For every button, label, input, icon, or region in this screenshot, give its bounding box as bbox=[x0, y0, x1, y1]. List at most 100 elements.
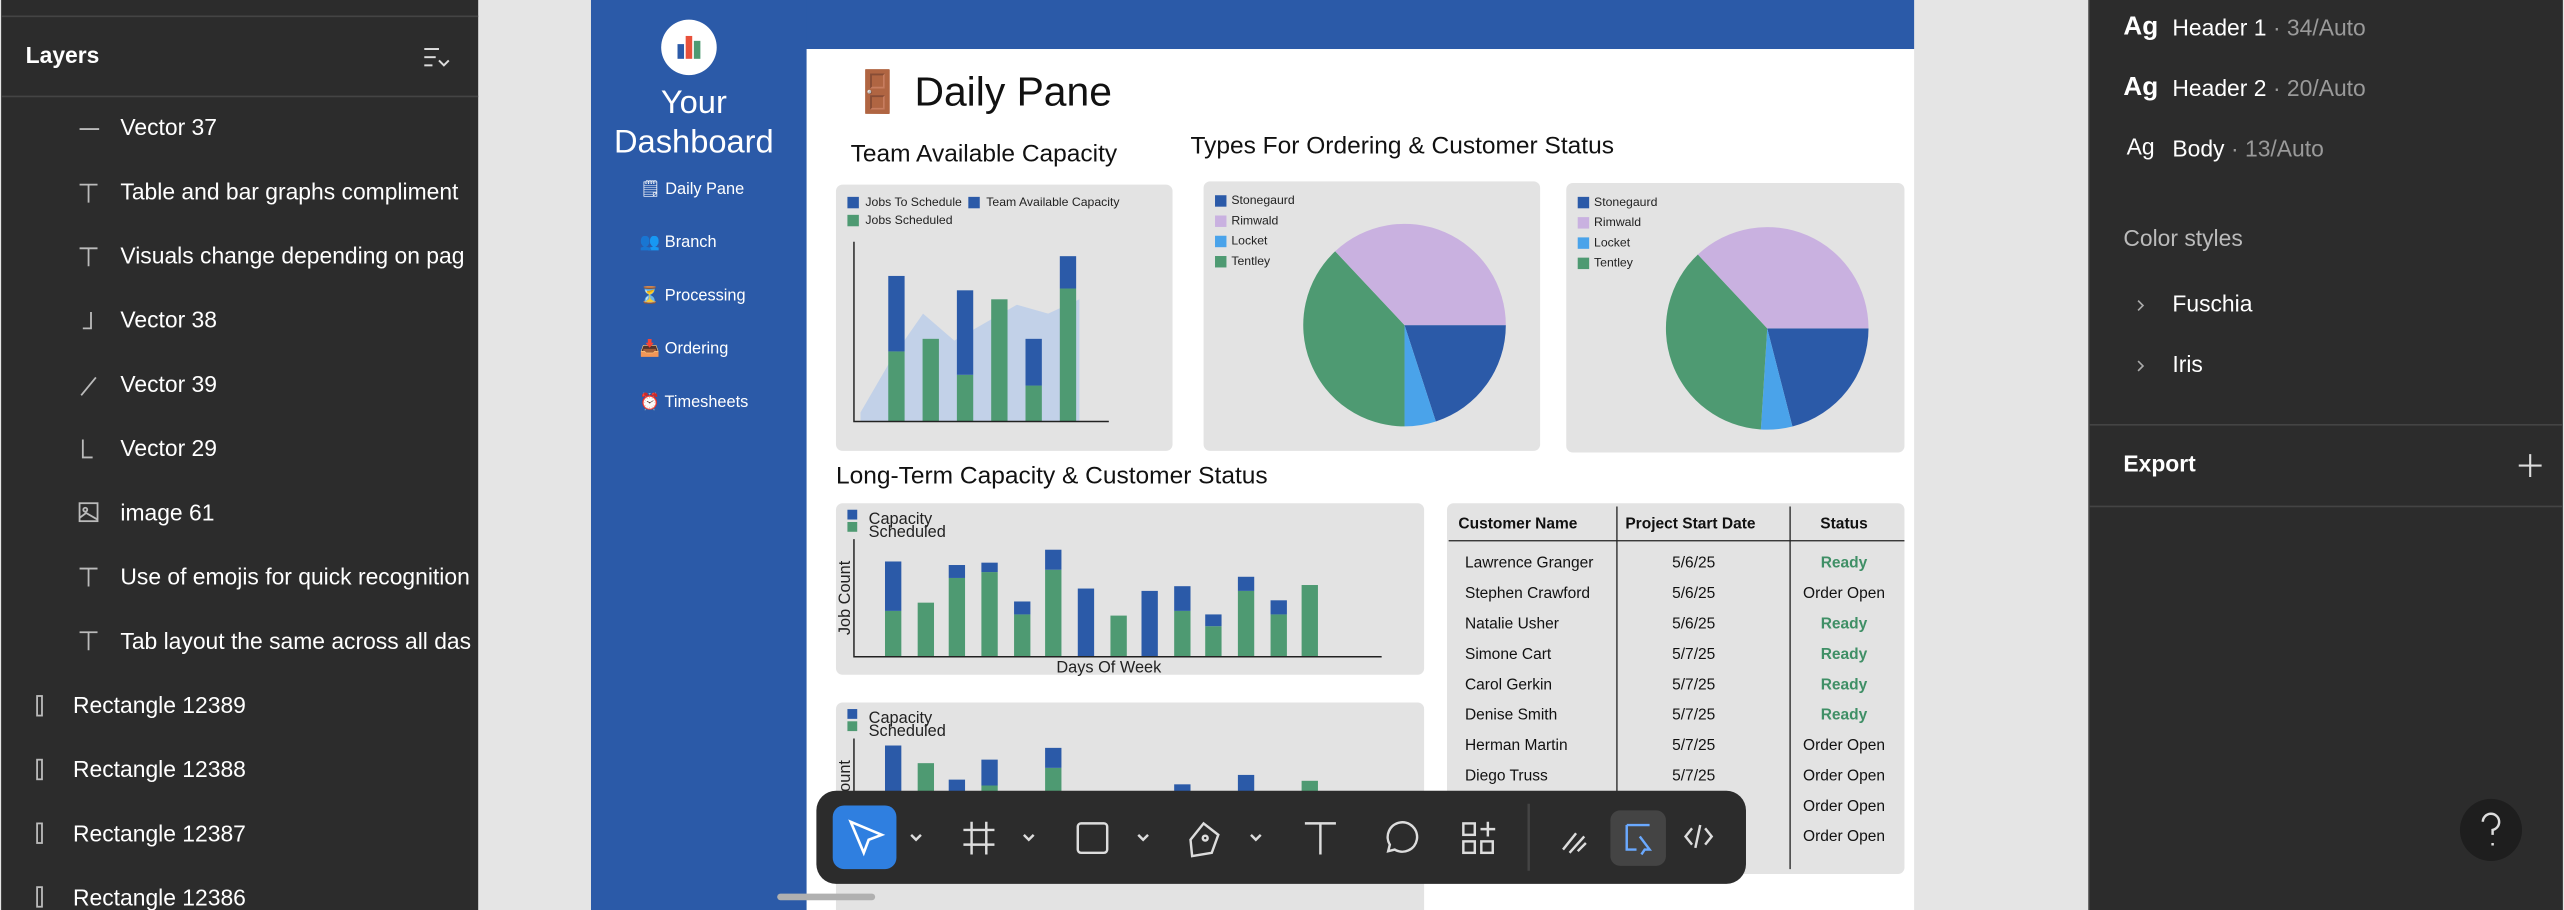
comment-tool[interactable] bbox=[1386, 821, 1419, 853]
bar bbox=[1014, 601, 1031, 615]
bar bbox=[981, 572, 998, 657]
table-cell: 5/6/25 bbox=[1672, 616, 1715, 633]
bar bbox=[1174, 610, 1191, 657]
legend-swatch bbox=[1577, 257, 1590, 270]
table-cell: Simone Cart bbox=[1465, 646, 1552, 663]
help-icon bbox=[2481, 812, 2501, 846]
design-icon bbox=[1625, 823, 1653, 856]
bar bbox=[1237, 590, 1255, 657]
bar bbox=[1141, 590, 1158, 657]
style-spec: · 34/Auto bbox=[2273, 14, 2366, 40]
layer-item[interactable]: Table and bar graphs compliment bbox=[120, 178, 459, 204]
tool-icons bbox=[910, 803, 1587, 871]
bar bbox=[981, 562, 998, 573]
table-cell: Carol Gerkin bbox=[1465, 676, 1552, 693]
pie-slice bbox=[1767, 328, 1869, 427]
scrollbar[interactable] bbox=[777, 893, 876, 901]
bar bbox=[1237, 576, 1255, 591]
legend-swatch bbox=[1215, 195, 1227, 207]
section-title: Long-Term Capacity & Customer Status bbox=[836, 463, 1268, 490]
chevron bbox=[2137, 300, 2145, 311]
pie-slice bbox=[1665, 254, 1768, 430]
bar bbox=[884, 745, 902, 804]
table-cell: 5/6/25 bbox=[1672, 585, 1715, 602]
layer-item[interactable]: Vector 38 bbox=[120, 307, 217, 333]
frame-tool[interactable] bbox=[963, 821, 995, 855]
layer-item[interactable]: Vector 29 bbox=[120, 435, 217, 461]
layer-item[interactable]: Tab layout the same across all das bbox=[120, 628, 471, 654]
legend-swatch bbox=[847, 214, 859, 227]
legend-label: Stonegaurd bbox=[1594, 195, 1658, 209]
legend-label: Rimwald bbox=[1594, 215, 1641, 229]
nav-item[interactable]: ⏳ Processing bbox=[640, 285, 746, 304]
text-style[interactable]: Body · 13/Auto bbox=[2172, 135, 2323, 161]
actions-tool[interactable] bbox=[1462, 821, 1496, 855]
shape-tool[interactable] bbox=[1076, 822, 1109, 855]
table-cell: Ready bbox=[1821, 676, 1868, 693]
layers-panel: Layers Vector 37 Table and bar graphs com… bbox=[1, 0, 479, 910]
axis bbox=[853, 241, 1109, 423]
style-spec: · 20/Auto bbox=[2273, 75, 2366, 101]
color-style[interactable]: Fuschia bbox=[2172, 291, 2252, 317]
table-cell: Ready bbox=[1821, 707, 1868, 724]
nav-item[interactable]: ⏰ Timesheets bbox=[640, 391, 748, 411]
legend-label: Capacity bbox=[869, 709, 933, 727]
draw-tool[interactable] bbox=[1562, 832, 1587, 854]
sort-icon[interactable] bbox=[424, 48, 450, 67]
layer-item[interactable]: image 61 bbox=[120, 499, 214, 525]
nav-item[interactable]: 🗒 Daily Pane bbox=[640, 179, 744, 198]
color-style[interactable]: Iris bbox=[2172, 351, 2202, 377]
legend-swatch bbox=[847, 721, 858, 732]
legend-label: Rimwald bbox=[1231, 213, 1278, 227]
legend-label: Capacity bbox=[869, 510, 933, 528]
bar bbox=[1045, 747, 1062, 768]
design-mode[interactable] bbox=[1610, 810, 1666, 866]
table-cell: Order Open bbox=[1803, 737, 1885, 754]
help-button[interactable] bbox=[2459, 798, 2523, 861]
bar bbox=[884, 561, 902, 611]
bar bbox=[1205, 626, 1222, 657]
section-title: Export bbox=[2123, 451, 2196, 477]
legend-label: Locket bbox=[1594, 235, 1631, 249]
layer-item[interactable]: Vector 37 bbox=[120, 114, 217, 140]
bar bbox=[981, 759, 998, 786]
layer-item[interactable]: Use of emojis for quick recognition bbox=[120, 564, 469, 590]
layer-item[interactable]: Rectangle 12389 bbox=[73, 692, 246, 718]
nav-item[interactable]: 👥 Branch bbox=[640, 233, 717, 251]
style-sample: Ag bbox=[2123, 11, 2158, 41]
layer-item[interactable]: Rectangle 12386 bbox=[73, 885, 246, 910]
bar bbox=[956, 374, 974, 422]
text-tool[interactable] bbox=[1304, 822, 1336, 855]
properties-panel: Ag Header 1 · 34/Auto Ag Header 2 · 20/Auto Ag… bbox=[2088, 0, 2563, 910]
add-export[interactable] bbox=[2518, 454, 2542, 478]
logo-icon bbox=[677, 35, 701, 59]
layer-item[interactable]: Vector 39 bbox=[120, 371, 217, 397]
nav-item[interactable]: 📥 Ordering bbox=[640, 339, 728, 358]
table-header: Status bbox=[1820, 516, 1867, 533]
legend-swatch bbox=[847, 509, 858, 520]
text-style[interactable]: Header 2 · 20/Auto bbox=[2172, 75, 2365, 101]
layer-item[interactable]: Visuals change depending on pag bbox=[120, 243, 464, 269]
bar bbox=[948, 577, 966, 657]
dev-mode[interactable] bbox=[1683, 824, 1714, 849]
x-axis-label: Days Of Week bbox=[1056, 659, 1162, 677]
bar bbox=[1059, 288, 1077, 422]
pen-tool[interactable] bbox=[1189, 821, 1220, 858]
table-cell: Herman Martin bbox=[1465, 737, 1568, 754]
panel-bg bbox=[1, 0, 479, 910]
sidebar-title: Your bbox=[661, 83, 727, 120]
sidebar-title: Dashboard bbox=[614, 122, 774, 159]
table-cell: Ready bbox=[1821, 646, 1868, 663]
text-style[interactable]: Header 1 · 34/Auto bbox=[2172, 14, 2365, 40]
layer-item[interactable]: Rectangle 12388 bbox=[73, 756, 246, 782]
style-sample: Ag bbox=[2123, 71, 2158, 101]
legend-label: Team Available Capacity bbox=[986, 195, 1120, 209]
toolbar bbox=[816, 790, 1746, 884]
pie-slice bbox=[1404, 325, 1436, 427]
table-cell: Stephen Crawford bbox=[1465, 585, 1590, 602]
style-sample: Ag bbox=[2127, 134, 2155, 160]
bar bbox=[1270, 614, 1287, 657]
move-tool[interactable] bbox=[832, 805, 897, 870]
legend-swatch bbox=[1215, 215, 1227, 227]
layer-item[interactable]: Rectangle 12387 bbox=[73, 820, 246, 846]
